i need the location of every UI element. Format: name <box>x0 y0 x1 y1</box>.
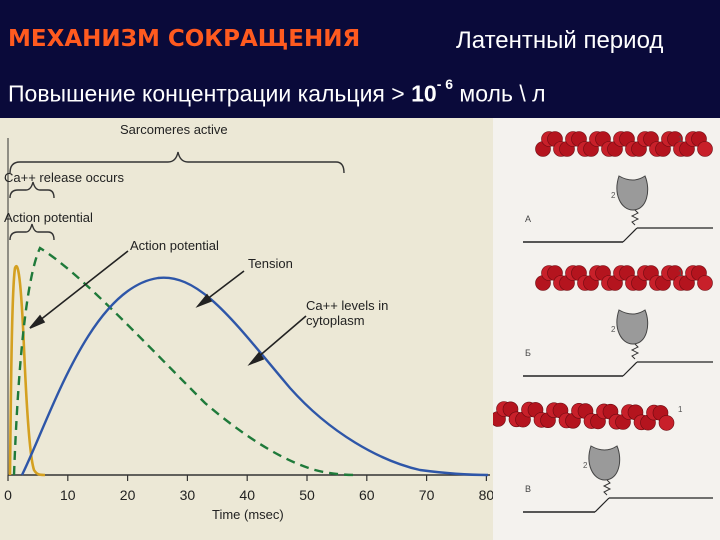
mechanism-panel: A 2 1 Б 2 1 В 2 1 <box>493 118 720 540</box>
frame-label: A <box>525 214 531 224</box>
frame-number: 1 <box>678 135 683 144</box>
myosin-neck <box>630 343 640 360</box>
timing-graph: 0 10 20 30 40 50 60 70 80 Sarcomeres active Ca++… <box>4 122 493 522</box>
action-potential-brace-label: Action potential <box>4 210 93 225</box>
x-tick-label: 50 <box>299 487 315 503</box>
mechanism-frame: В 2 1 <box>493 401 713 513</box>
myosin-head <box>588 445 621 481</box>
ap-pointer-arrow <box>29 250 129 329</box>
cross-bridge-diagram: A 2 1 Б 2 1 В 2 1 <box>493 131 713 513</box>
calcium-value: 10 <box>411 80 437 107</box>
slide-title: МЕХАНИЗМ СОКРАЩЕНИЯ <box>8 26 361 52</box>
calcium-release-label: Ca++ release occurs <box>4 170 124 185</box>
timing-graph-panel: 0 10 20 30 40 50 60 70 80 Sarcomeres active Ca++… <box>0 118 493 540</box>
x-tick-label: 80 <box>479 487 493 503</box>
sarcomeres-label: Sarcomeres active <box>120 122 228 137</box>
calcium-release-brace <box>9 181 55 199</box>
myosin-head <box>616 309 649 345</box>
x-tick-label: 60 <box>359 487 375 503</box>
frame-label: Б <box>525 348 531 358</box>
action-potential-curve <box>8 265 46 477</box>
tension-curve-label: Tension <box>248 256 293 271</box>
myosin-head <box>616 175 649 211</box>
slide-subtitle: Латентный период <box>456 27 664 54</box>
myosin-tail <box>622 361 638 377</box>
calcium-arrow-head <box>247 351 265 366</box>
myosin-tail <box>622 227 638 243</box>
frame-number: 2 <box>611 191 616 200</box>
x-tick-label: 0 <box>4 487 12 503</box>
frame-number: 2 <box>583 461 588 470</box>
mechanism-frame: Б 2 1 <box>523 265 713 377</box>
calcium-prefix: Повышение концентрации кальция > <box>8 80 412 107</box>
calcium-exponent: - 6 <box>436 76 454 92</box>
tension-arrow-head <box>195 293 213 308</box>
frame-number: 1 <box>678 405 683 414</box>
x-tick-label: 20 <box>120 487 136 503</box>
ap-arrow-head <box>29 314 46 329</box>
calcium-curve-label-1: Ca++ levels in <box>306 298 388 313</box>
x-tick-label: 40 <box>239 487 255 503</box>
actin-bead <box>697 275 713 291</box>
x-tick-label: 10 <box>60 487 76 503</box>
actin-bead <box>658 415 675 431</box>
sarcomeres-brace <box>9 151 345 174</box>
myosin-neck <box>602 479 612 496</box>
myosin-neck <box>630 209 640 226</box>
frame-label: В <box>525 484 531 494</box>
calcium-curve-label-2: cytoplasm <box>306 313 365 328</box>
calcium-curve <box>12 246 356 477</box>
myosin-tail <box>594 497 610 513</box>
actin-bead <box>697 141 713 157</box>
action-potential-brace <box>9 223 55 241</box>
tension-curve <box>20 276 489 477</box>
x-tick-label: 30 <box>180 487 196 503</box>
x-tick-label: 70 <box>419 487 435 503</box>
calcium-unit: моль \ л <box>453 80 546 107</box>
ap-curve-label: Action potential <box>130 238 219 253</box>
mechanism-frame: A 2 1 <box>523 131 713 243</box>
x-ticks: 0 10 20 30 40 50 60 70 80 <box>4 475 493 503</box>
frame-number: 1 <box>678 269 683 278</box>
frame-number: 2 <box>611 325 616 334</box>
calcium-threshold-line: Повышение концентрации кальция > 10- 6 м… <box>8 76 546 108</box>
x-axis-label: Time (msec) <box>212 507 284 522</box>
